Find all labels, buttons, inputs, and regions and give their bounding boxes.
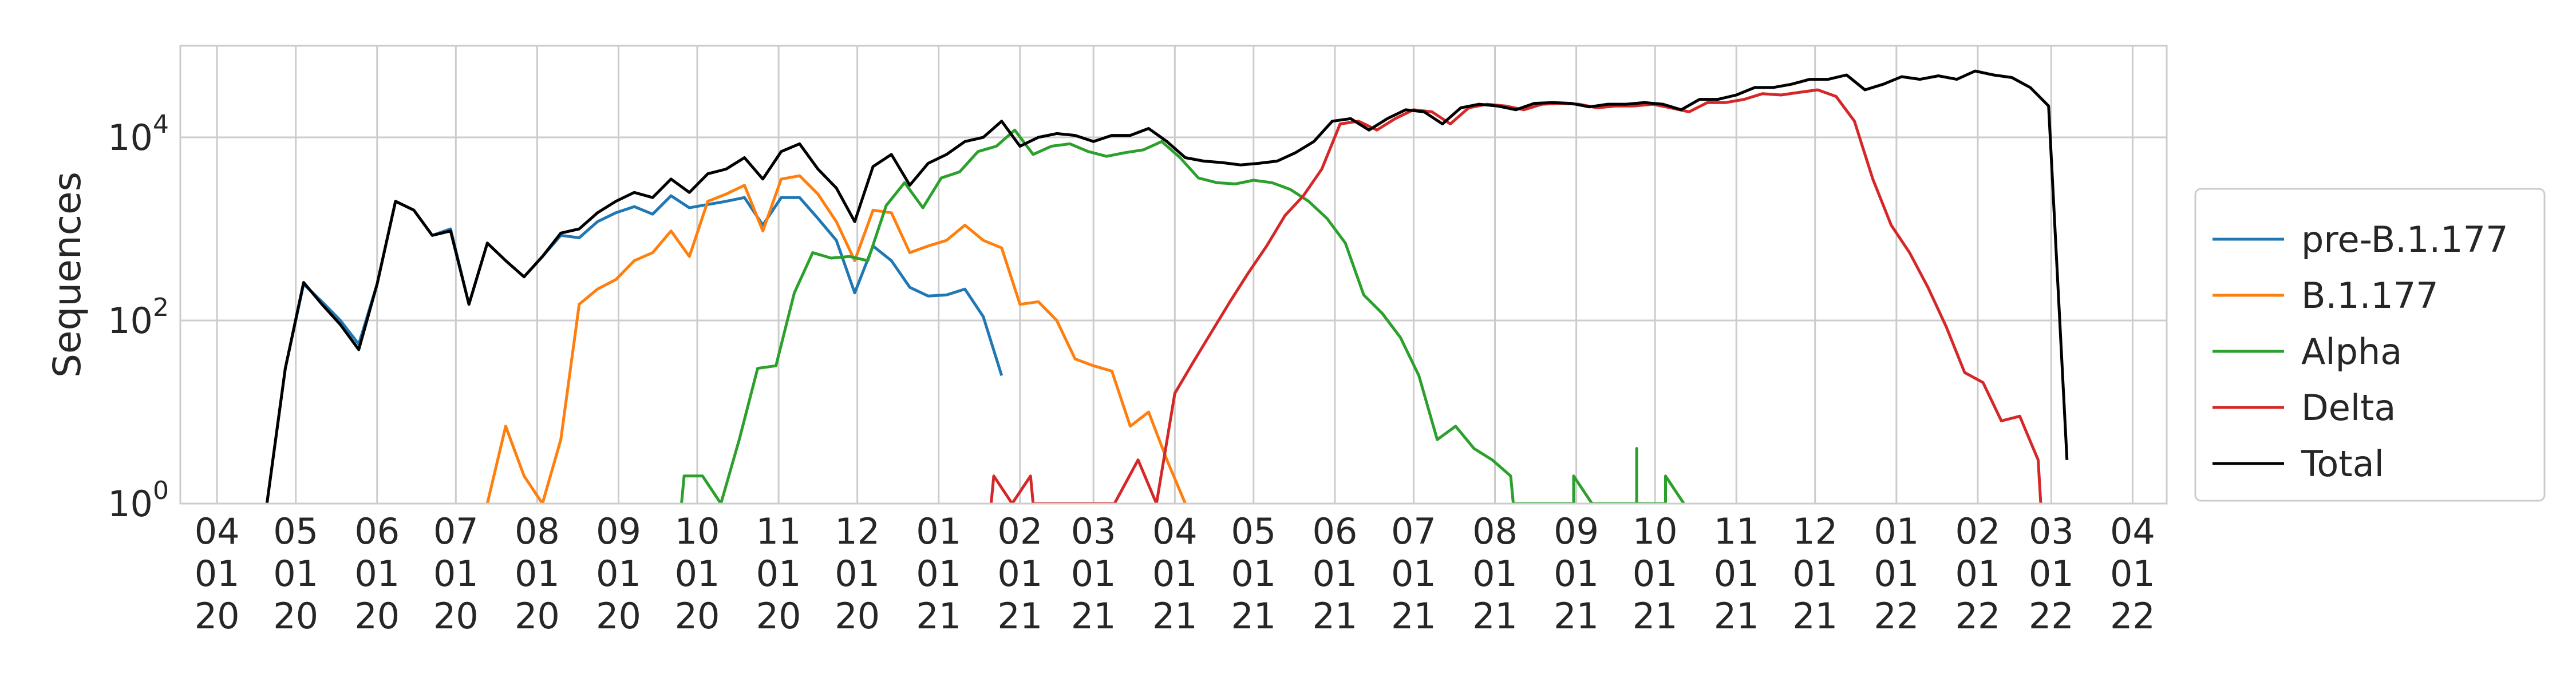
x-tick-label: 04 01 20	[195, 510, 240, 637]
legend-label-total: Total	[2301, 443, 2384, 485]
x-tick-label: 04 01 21	[1152, 510, 1198, 637]
x-tick-label: 05 01 21	[1231, 510, 1276, 637]
x-tick-label: 12 01 21	[1792, 510, 1838, 637]
y-tick-label: 102	[108, 293, 169, 342]
legend-label-b-1-177: B.1.177	[2301, 275, 2439, 316]
plot-background	[180, 46, 2167, 504]
series-line-b-1-177	[485, 174, 1187, 504]
legend-label-pre-b-1-177: pre-B.1.177	[2301, 219, 2508, 260]
x-tick-label: 11 01 20	[756, 510, 801, 637]
legend-label-delta: Delta	[2301, 387, 2396, 429]
y-tick-label: 100	[108, 476, 169, 525]
legend-frame	[2194, 188, 2546, 502]
plot-frame	[179, 45, 2168, 505]
legend-label-alpha: Alpha	[2301, 331, 2402, 373]
x-tick-label: 06 01 20	[354, 510, 400, 637]
x-tick-label: 07 01 21	[1391, 510, 1436, 637]
x-tick-label: 01 01 21	[916, 510, 961, 637]
x-tick-label: 01 01 22	[1874, 510, 1919, 637]
series-layer	[265, 69, 2069, 504]
x-tick-label: 08 01 21	[1472, 510, 1518, 637]
x-tick-label: 09 01 20	[596, 510, 641, 637]
x-tick-label: 06 01 21	[1312, 510, 1357, 637]
x-tick-label: 10 01 20	[675, 510, 720, 637]
x-tick-label: 08 01 20	[515, 510, 560, 637]
y-tick-label: 104	[108, 110, 169, 159]
x-tick-label: 12 01 20	[835, 510, 880, 637]
x-tick-label: 02 01 22	[1955, 510, 2001, 637]
x-tick-label: 10 01 21	[1633, 510, 1678, 637]
x-tick-label: 03 01 22	[2029, 510, 2074, 637]
x-tick-label: 05 01 20	[273, 510, 318, 637]
x-tick-label: 02 01 21	[997, 510, 1042, 637]
y-axis-label: Sequences	[45, 172, 89, 378]
x-axis-tick-labels: 04 01 20 05 01 20 06 01 20 07 01 20 08 01 20 09 01 20 10 01…	[195, 510, 2155, 637]
legend: pre-B.1.177 B.1.177 Alpha Delta Total	[2194, 188, 2546, 502]
x-tick-label: 09 01 21	[1554, 510, 1599, 637]
x-tick-label: 07 01 20	[433, 510, 479, 637]
x-gridlines	[216, 46, 2134, 504]
x-tick-label: 03 01 21	[1071, 510, 1116, 637]
series-line-alpha	[680, 128, 1685, 504]
y-axis-tick-labels: 100 102 104	[108, 110, 169, 525]
series-line-total	[265, 69, 2069, 504]
x-tick-label: 04 01 22	[2110, 510, 2155, 637]
x-tick-label: 11 01 21	[1714, 510, 1759, 637]
